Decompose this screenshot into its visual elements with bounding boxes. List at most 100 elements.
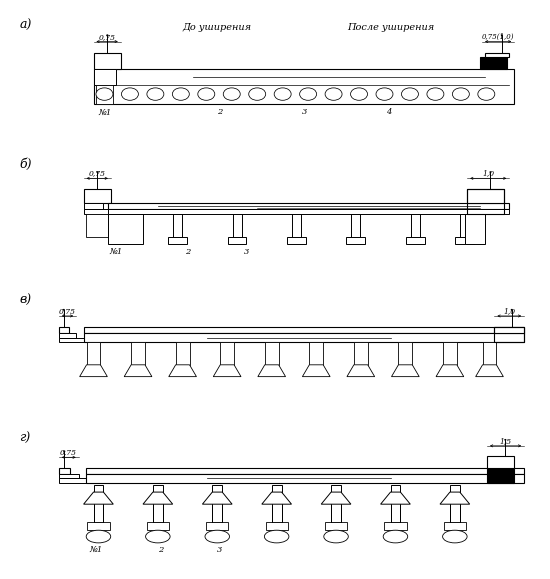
Text: б): б)	[19, 158, 32, 171]
Polygon shape	[202, 492, 232, 504]
Text: №1: №1	[89, 545, 103, 554]
Bar	[351, 214, 360, 237]
Bar	[465, 214, 485, 244]
Text: 3: 3	[244, 248, 250, 256]
Bar	[109, 237, 128, 244]
Bar	[86, 214, 108, 237]
Ellipse shape	[376, 88, 393, 100]
Bar	[487, 468, 514, 483]
Circle shape	[505, 439, 506, 440]
Bar	[468, 189, 504, 203]
Bar	[494, 327, 524, 342]
Text: 2: 2	[158, 545, 163, 554]
Polygon shape	[213, 365, 241, 377]
Text: 0,75: 0,75	[60, 449, 77, 457]
Circle shape	[97, 172, 98, 173]
Ellipse shape	[274, 88, 291, 100]
Polygon shape	[392, 365, 419, 377]
Text: г): г)	[19, 431, 30, 445]
Bar	[266, 522, 288, 530]
Bar	[84, 327, 524, 333]
Bar	[59, 333, 76, 338]
Ellipse shape	[172, 88, 189, 100]
Text: 1,0: 1,0	[503, 307, 515, 315]
Bar	[175, 342, 190, 365]
Bar	[444, 522, 466, 530]
Bar	[233, 214, 241, 237]
Bar	[309, 342, 323, 365]
Ellipse shape	[223, 88, 240, 100]
Bar	[228, 237, 246, 244]
Circle shape	[511, 309, 513, 310]
Ellipse shape	[325, 88, 342, 100]
Text: 4: 4	[386, 108, 391, 116]
Bar	[390, 485, 400, 522]
Bar	[411, 214, 420, 237]
Polygon shape	[169, 365, 196, 377]
Bar	[220, 342, 234, 365]
Polygon shape	[80, 365, 107, 377]
Polygon shape	[347, 365, 375, 377]
Text: 3: 3	[217, 545, 222, 554]
Bar	[94, 53, 121, 69]
Ellipse shape	[205, 530, 229, 543]
Bar	[84, 189, 111, 203]
Polygon shape	[321, 492, 351, 504]
Bar	[94, 69, 116, 85]
Bar	[86, 468, 524, 474]
Bar	[487, 456, 514, 468]
Bar	[316, 333, 499, 342]
Ellipse shape	[383, 530, 408, 543]
Ellipse shape	[300, 88, 317, 100]
Ellipse shape	[427, 88, 444, 100]
Ellipse shape	[86, 530, 111, 543]
Polygon shape	[124, 365, 152, 377]
Circle shape	[490, 172, 491, 173]
Text: До уширения: До уширения	[183, 23, 252, 32]
Polygon shape	[436, 365, 464, 377]
Bar	[59, 468, 70, 474]
Circle shape	[63, 309, 64, 310]
Bar	[272, 485, 282, 522]
Bar	[87, 522, 109, 530]
Bar	[287, 237, 306, 244]
Bar	[108, 203, 509, 210]
Ellipse shape	[350, 88, 367, 100]
Bar	[292, 214, 301, 237]
Polygon shape	[381, 492, 410, 504]
Text: №1: №1	[109, 248, 123, 256]
Bar	[494, 327, 524, 333]
Bar	[325, 522, 347, 530]
Bar	[316, 474, 490, 483]
Polygon shape	[440, 492, 470, 504]
Bar	[108, 214, 143, 244]
Bar	[114, 214, 123, 237]
Bar	[168, 237, 187, 244]
Bar	[84, 203, 103, 210]
Bar	[460, 214, 469, 237]
Ellipse shape	[443, 530, 467, 543]
Ellipse shape	[265, 530, 289, 543]
Text: 1,0: 1,0	[482, 170, 494, 178]
Ellipse shape	[452, 88, 469, 100]
Polygon shape	[302, 365, 330, 377]
Ellipse shape	[324, 530, 348, 543]
Bar	[86, 474, 524, 483]
Bar	[94, 485, 103, 522]
Bar	[406, 237, 425, 244]
Bar	[86, 342, 101, 365]
Bar	[212, 485, 222, 522]
Bar	[84, 333, 524, 342]
Text: 1,5: 1,5	[499, 437, 512, 445]
Circle shape	[64, 451, 65, 452]
Bar	[398, 342, 412, 365]
Bar	[400, 203, 485, 210]
Bar	[494, 333, 524, 342]
Bar	[455, 237, 474, 244]
Text: 0,75: 0,75	[89, 170, 106, 178]
Bar	[265, 342, 279, 365]
Bar	[59, 327, 69, 333]
Polygon shape	[84, 492, 113, 504]
Text: 0,75(1,0): 0,75(1,0)	[482, 33, 514, 41]
Bar	[147, 522, 169, 530]
